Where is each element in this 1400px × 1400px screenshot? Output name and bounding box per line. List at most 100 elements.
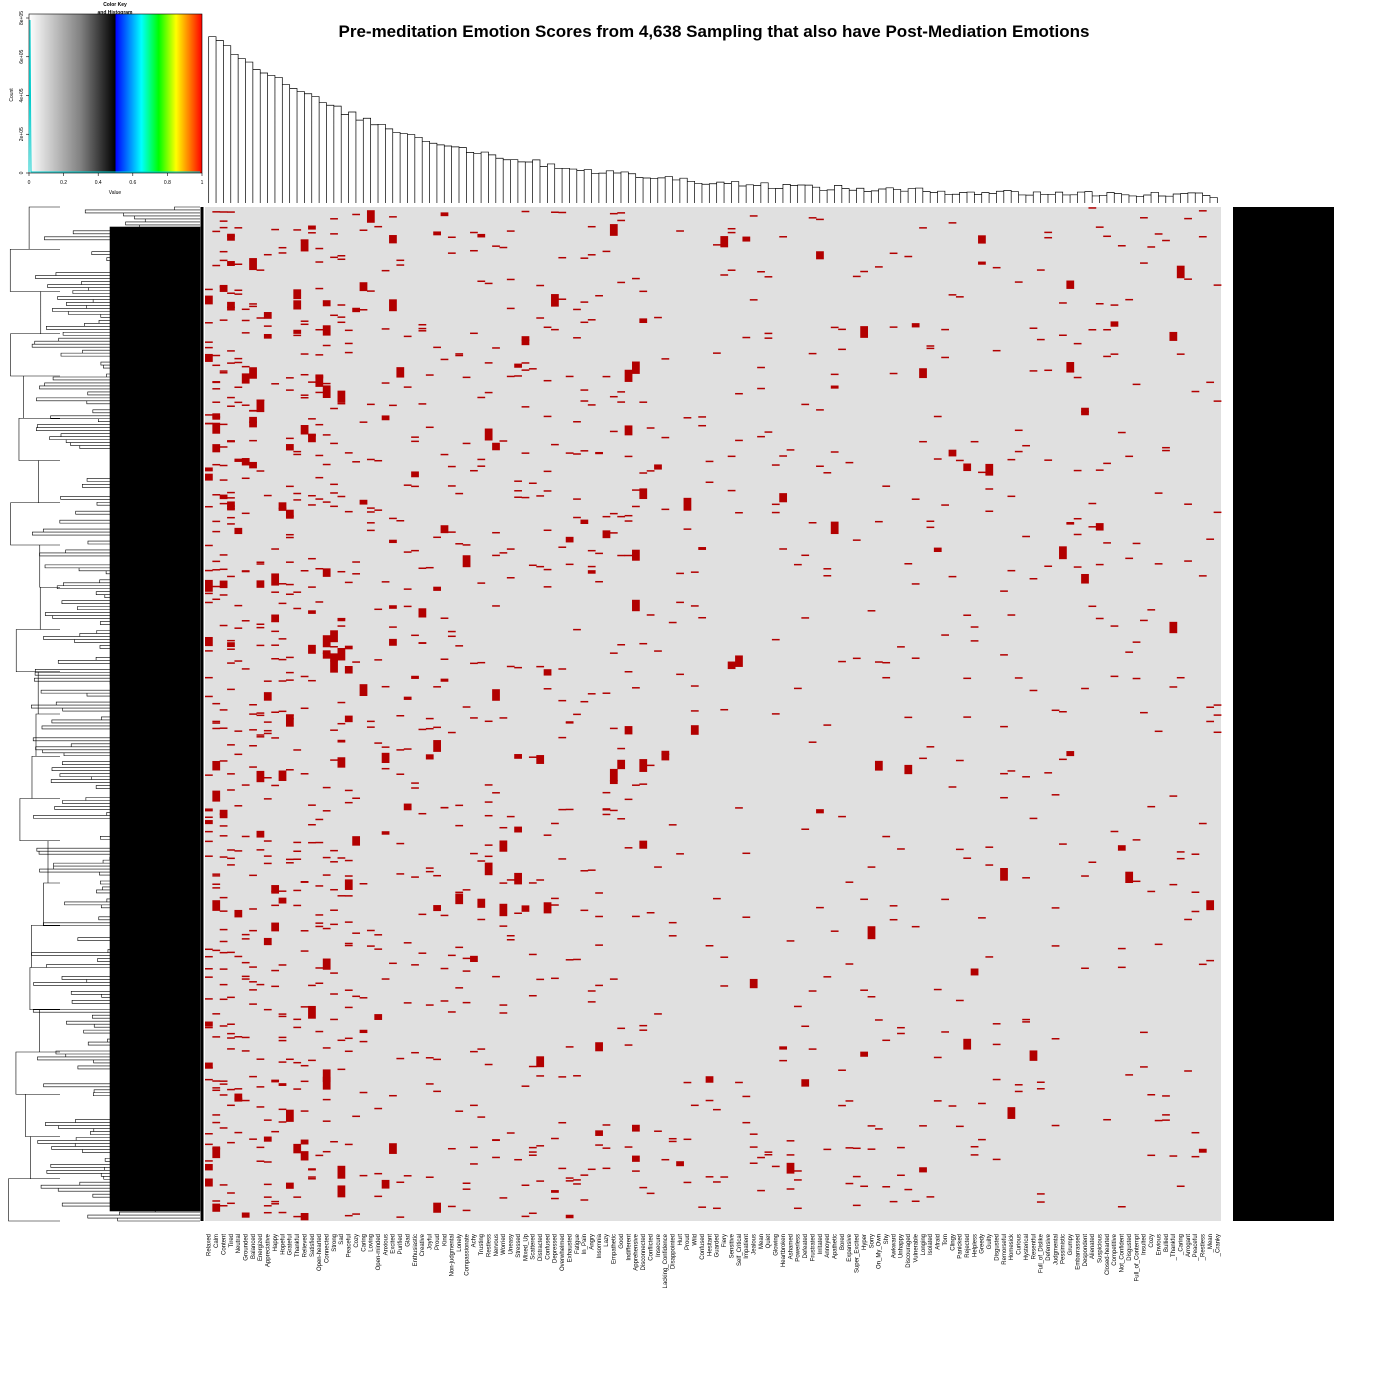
heatmap-cell xyxy=(492,554,500,557)
heatmap-cell xyxy=(713,352,721,354)
heatmap-cell xyxy=(278,602,287,605)
heatmap-cell xyxy=(359,309,368,311)
heatmap-cell xyxy=(300,1212,309,1221)
heatmap-cell xyxy=(580,519,589,525)
heatmap-cell xyxy=(330,972,338,974)
heatmap-cell xyxy=(219,760,228,762)
heatmap-cell xyxy=(205,295,213,305)
heatmap-cell xyxy=(352,307,361,313)
heatmap-cell xyxy=(470,955,478,963)
heatmap-cell xyxy=(889,252,898,255)
heatmap-cell xyxy=(330,923,338,926)
column-label: Confused xyxy=(700,1234,706,1260)
heatmap-cell xyxy=(1110,321,1119,327)
heatmap-cell xyxy=(315,967,324,969)
heatmap-cell xyxy=(933,458,942,460)
heatmap-cell xyxy=(212,1200,221,1202)
heatmap-cell xyxy=(1044,369,1053,372)
heatmap-cell xyxy=(683,497,692,511)
heatmap-cell xyxy=(845,1147,854,1149)
heatmap-cell xyxy=(205,1143,213,1146)
heatmap-cell xyxy=(227,292,235,294)
heatmap-cell xyxy=(212,569,221,571)
heatmap-cell xyxy=(713,1181,721,1183)
heatmap-cell xyxy=(256,269,265,271)
heatmap-cell xyxy=(573,308,581,311)
heatmap-cell xyxy=(205,840,213,843)
heatmap-cell xyxy=(470,1104,478,1107)
heatmap-cell xyxy=(602,250,611,253)
heatmap-cell xyxy=(771,511,780,514)
heatmap-cell xyxy=(315,247,324,250)
column-label: Afraid xyxy=(936,1234,942,1250)
heatmap-cell xyxy=(521,1184,530,1186)
heatmap-cell xyxy=(963,1038,972,1050)
heatmap-cell xyxy=(565,1180,574,1182)
heatmap-cell xyxy=(322,463,331,466)
heatmap-cell xyxy=(919,368,927,379)
heatmap-cell xyxy=(933,1100,942,1102)
heatmap-cell xyxy=(484,362,493,364)
heatmap-cell xyxy=(1073,533,1082,536)
column-label: Content xyxy=(221,1234,227,1255)
heatmap-cell xyxy=(337,618,346,622)
heatmap-cell xyxy=(955,1125,964,1128)
heatmap-cell xyxy=(484,814,493,817)
heatmap-cell xyxy=(227,1104,235,1107)
heatmap-cell xyxy=(308,1176,316,1178)
heatmap-cell xyxy=(528,482,537,485)
heatmap-cell xyxy=(573,498,581,500)
heatmap-cell xyxy=(344,342,353,345)
heatmap-cell xyxy=(293,1215,302,1218)
heatmap-cell xyxy=(580,450,589,452)
heatmap-cell xyxy=(720,956,729,958)
column-label: Sorry xyxy=(869,1234,875,1248)
heatmap-cell xyxy=(219,259,228,262)
heatmap-cell xyxy=(278,507,287,510)
heatmap-cell xyxy=(271,383,280,385)
heatmap-cell xyxy=(411,675,419,679)
heatmap-cell xyxy=(698,616,707,619)
heatmap-cell xyxy=(455,353,464,355)
heatmap-cell xyxy=(205,998,213,1000)
heatmap-cell xyxy=(771,464,780,466)
heatmap-cell xyxy=(256,712,265,714)
heatmap-cell xyxy=(551,294,559,307)
heatmap-cell xyxy=(786,1140,795,1142)
heatmap-cell xyxy=(506,1132,515,1134)
heatmap-cell xyxy=(315,287,324,290)
heatmap-cell xyxy=(963,614,972,616)
heatmap-cell xyxy=(565,808,574,811)
heatmap-cell xyxy=(300,1080,309,1083)
heatmap-cell xyxy=(337,741,346,743)
heatmap-cell xyxy=(536,1180,545,1182)
heatmap-cell xyxy=(580,257,589,259)
heatmap-cell xyxy=(580,1174,589,1176)
heatmap-cell xyxy=(470,249,478,252)
heatmap-cell xyxy=(1184,1070,1192,1072)
heatmap-cell xyxy=(359,282,368,292)
column-dendrogram xyxy=(208,36,1218,203)
heatmap-cell xyxy=(256,626,265,629)
heatmap-cell xyxy=(1088,861,1097,864)
heatmap-cell xyxy=(1140,262,1148,264)
heatmap-cell xyxy=(948,449,957,457)
heatmap-cell xyxy=(587,319,596,321)
heatmap-cell xyxy=(337,495,346,498)
heatmap-cell xyxy=(366,945,375,947)
heatmap-cell xyxy=(234,293,243,295)
heatmap-cell xyxy=(293,1061,302,1064)
heatmap-cell xyxy=(337,617,346,620)
heatmap-cell xyxy=(882,485,891,487)
heatmap-cell xyxy=(322,1047,331,1049)
heatmap-cell xyxy=(396,259,405,262)
heatmap-cell xyxy=(1081,573,1089,584)
heatmap-cell xyxy=(271,644,280,646)
heatmap-cell xyxy=(344,581,353,584)
heatmap-cell xyxy=(219,284,228,292)
heatmap-cell xyxy=(1169,883,1178,886)
heatmap-cell xyxy=(389,1094,397,1097)
heatmap-cell xyxy=(1191,853,1200,855)
heatmap-cell xyxy=(528,1151,537,1153)
